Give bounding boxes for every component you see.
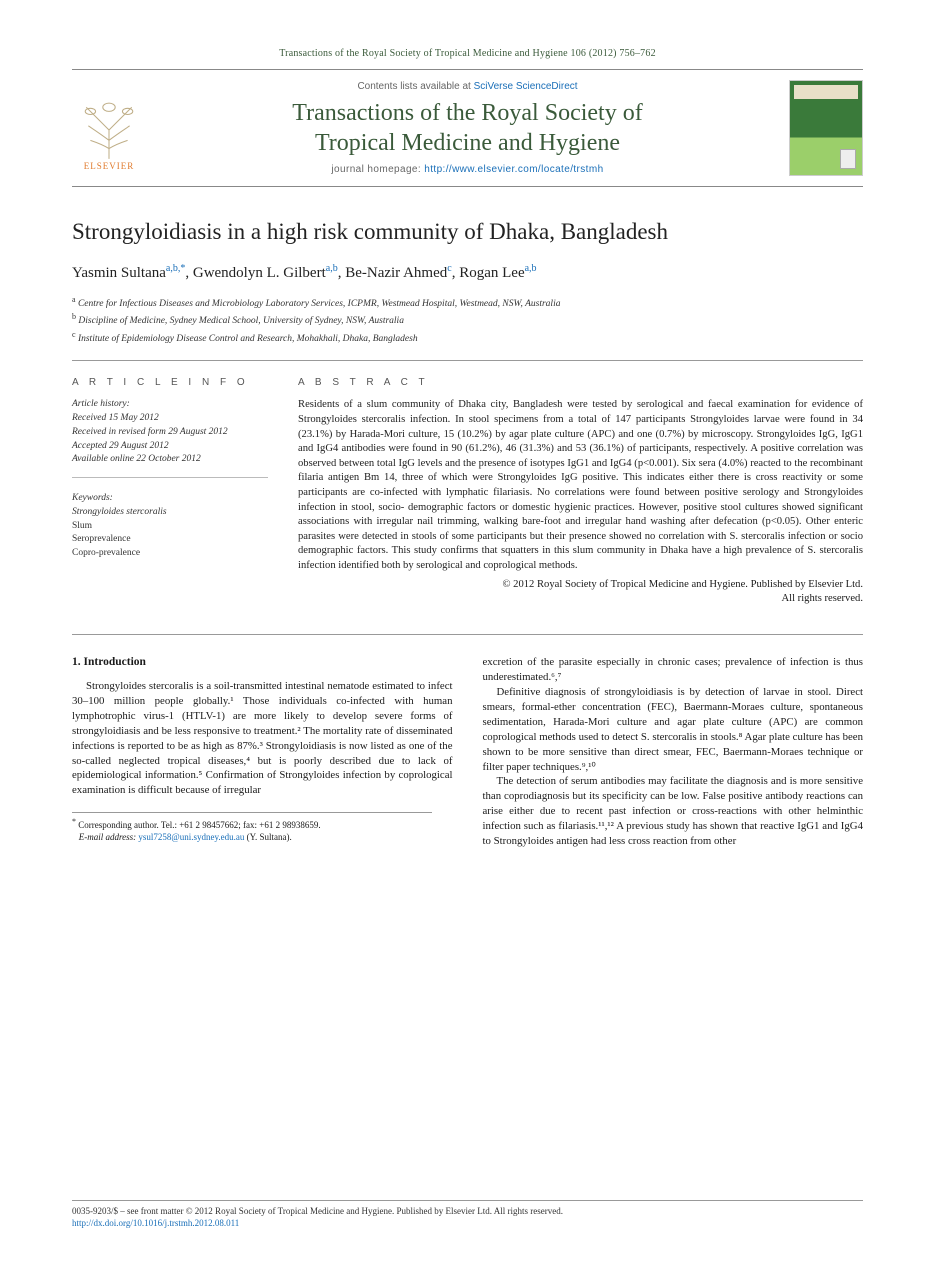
divider (72, 360, 863, 361)
keywords-label: Keywords: (72, 492, 268, 506)
abstract-copyright: © 2012 Royal Society of Tropical Medicin… (298, 578, 863, 607)
masthead-center: Contents lists available at SciVerse Sci… (160, 81, 775, 175)
journal-reference-line: Transactions of the Royal Society of Tro… (72, 48, 863, 59)
copyright-line1: © 2012 Royal Society of Tropical Medicin… (502, 579, 863, 590)
article-title: Strongyloidiasis in a high risk communit… (72, 219, 863, 245)
keywords-list: Strongyloides stercoralisSlumSeroprevale… (72, 506, 268, 561)
article-info-column: A R T I C L E I N F O Article history: R… (72, 377, 268, 606)
email-suffix: (Y. Sultana). (244, 832, 291, 842)
page-footer: 0035-9203/$ – see front matter © 2012 Ro… (72, 1200, 863, 1230)
abstract-text: Residents of a slum community of Dhaka c… (298, 398, 863, 573)
meta-and-abstract-row: A R T I C L E I N F O Article history: R… (72, 377, 863, 606)
affiliations: a Centre for Infectious Diseases and Mic… (72, 294, 863, 346)
section-number: 1. (72, 656, 81, 668)
corresponding-email-link[interactable]: ysul7258@uni.sydney.edu.au (138, 832, 244, 842)
journal-title: Transactions of the Royal Society of Tro… (160, 98, 775, 158)
section-heading-introduction: 1. Introduction (72, 655, 453, 671)
keywords-block: Keywords: Strongyloides stercoralisSlumS… (72, 492, 268, 561)
masthead: ELSEVIER Contents lists available at Sci… (72, 69, 863, 187)
elsevier-logo: ELSEVIER (72, 85, 146, 171)
body-paragraph: Definitive diagnosis of strongyloidiasis… (483, 685, 864, 774)
sciencedirect-link[interactable]: SciVerse ScienceDirect (474, 81, 578, 92)
contents-prefix: Contents lists available at (357, 81, 473, 92)
body-paragraph: excretion of the parasite especially in … (483, 655, 864, 685)
email-label: E-mail address: (79, 832, 139, 842)
journal-title-line1: Transactions of the Royal Society of (292, 100, 642, 126)
journal-title-line2: Tropical Medicine and Hygiene (315, 130, 620, 156)
journal-homepage-link[interactable]: http://www.elsevier.com/locate/trstmh (424, 164, 603, 175)
journal-cover-thumbnail (789, 80, 863, 176)
abstract-label: A B S T R A C T (298, 377, 863, 388)
article-body: 1. Introduction Strongyloides stercorali… (72, 655, 863, 849)
divider (72, 634, 863, 635)
author-list: Yasmin Sultanaa,b,*, Gwendolyn L. Gilber… (72, 263, 863, 282)
article-history-lines: Received 15 May 2012Received in revised … (72, 413, 228, 464)
article-history: Article history: Received 15 May 2012Rec… (72, 398, 268, 478)
corresponding-star: * (72, 817, 76, 826)
body-paragraph: The detection of serum antibodies may fa… (483, 774, 864, 848)
issn-copyright-line: 0035-9203/$ – see front matter © 2012 Ro… (72, 1206, 563, 1216)
copyright-line2: All rights reserved. (782, 593, 864, 604)
section-title: Introduction (84, 656, 146, 668)
abstract-column: A B S T R A C T Residents of a slum comm… (298, 377, 863, 606)
homepage-prefix: journal homepage: (331, 164, 424, 175)
journal-homepage-line: journal homepage: http://www.elsevier.co… (160, 164, 775, 175)
article-history-label: Article history: (72, 399, 130, 409)
corresponding-label: Corresponding author. (78, 820, 161, 830)
elsevier-wordmark: ELSEVIER (84, 161, 135, 171)
contents-available-line: Contents lists available at SciVerse Sci… (160, 81, 775, 92)
corresponding-author-footnote: * Corresponding author. Tel.: +61 2 9845… (72, 812, 432, 843)
corresponding-tel: Tel.: +61 2 98457662; fax: +61 2 9893865… (161, 820, 321, 830)
doi-link[interactable]: http://dx.doi.org/10.1016/j.trstmh.2012.… (72, 1218, 239, 1228)
article-info-label: A R T I C L E I N F O (72, 377, 268, 388)
elsevier-tree-icon (78, 99, 140, 161)
body-paragraph: Strongyloides stercoralis is a soil-tran… (72, 679, 453, 798)
